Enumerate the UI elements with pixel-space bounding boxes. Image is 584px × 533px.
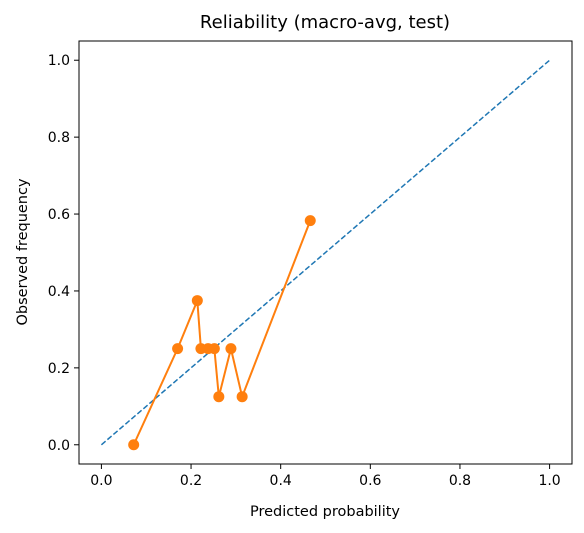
calibration-point xyxy=(172,343,184,355)
y-axis-label: Observed frequency xyxy=(15,178,31,326)
calibration-point xyxy=(225,343,237,355)
x-axis-label: Predicted probability xyxy=(250,504,400,520)
x-axis-ticks: 0.0 0.2 0.4 0.6 0.8 1.0 xyxy=(90,464,561,489)
chart-title: Reliability (macro-avg, test) xyxy=(200,12,450,33)
plot-area xyxy=(100,59,551,451)
y-tick-label: 0.2 xyxy=(48,361,70,377)
calibration-curve-line xyxy=(132,220,312,446)
x-tick-label: 0.4 xyxy=(270,473,292,489)
perfect-calibration-line xyxy=(100,59,551,446)
plot-frame xyxy=(78,40,573,465)
y-tick-label: 1.0 xyxy=(48,53,70,69)
calibration-point xyxy=(208,343,220,355)
calibration-point xyxy=(304,215,316,227)
x-tick-label: 1.0 xyxy=(538,473,560,489)
x-tick-label: 0.2 xyxy=(180,473,202,489)
x-tick-label: 0.0 xyxy=(90,473,112,489)
x-tick-label: 0.6 xyxy=(359,473,381,489)
calibration-point xyxy=(191,295,203,307)
calibration-point xyxy=(128,439,140,451)
y-tick-label: 0.8 xyxy=(48,130,70,146)
calibration-point xyxy=(236,391,248,403)
y-axis-ticks: 0.0 0.2 0.4 0.6 0.8 1.0 xyxy=(48,53,79,454)
x-tick-label: 0.8 xyxy=(449,473,471,489)
calibration-point xyxy=(213,391,225,403)
y-tick-label: 0.6 xyxy=(48,207,70,223)
y-tick-label: 0.4 xyxy=(48,284,70,300)
y-tick-label: 0.0 xyxy=(48,438,70,454)
